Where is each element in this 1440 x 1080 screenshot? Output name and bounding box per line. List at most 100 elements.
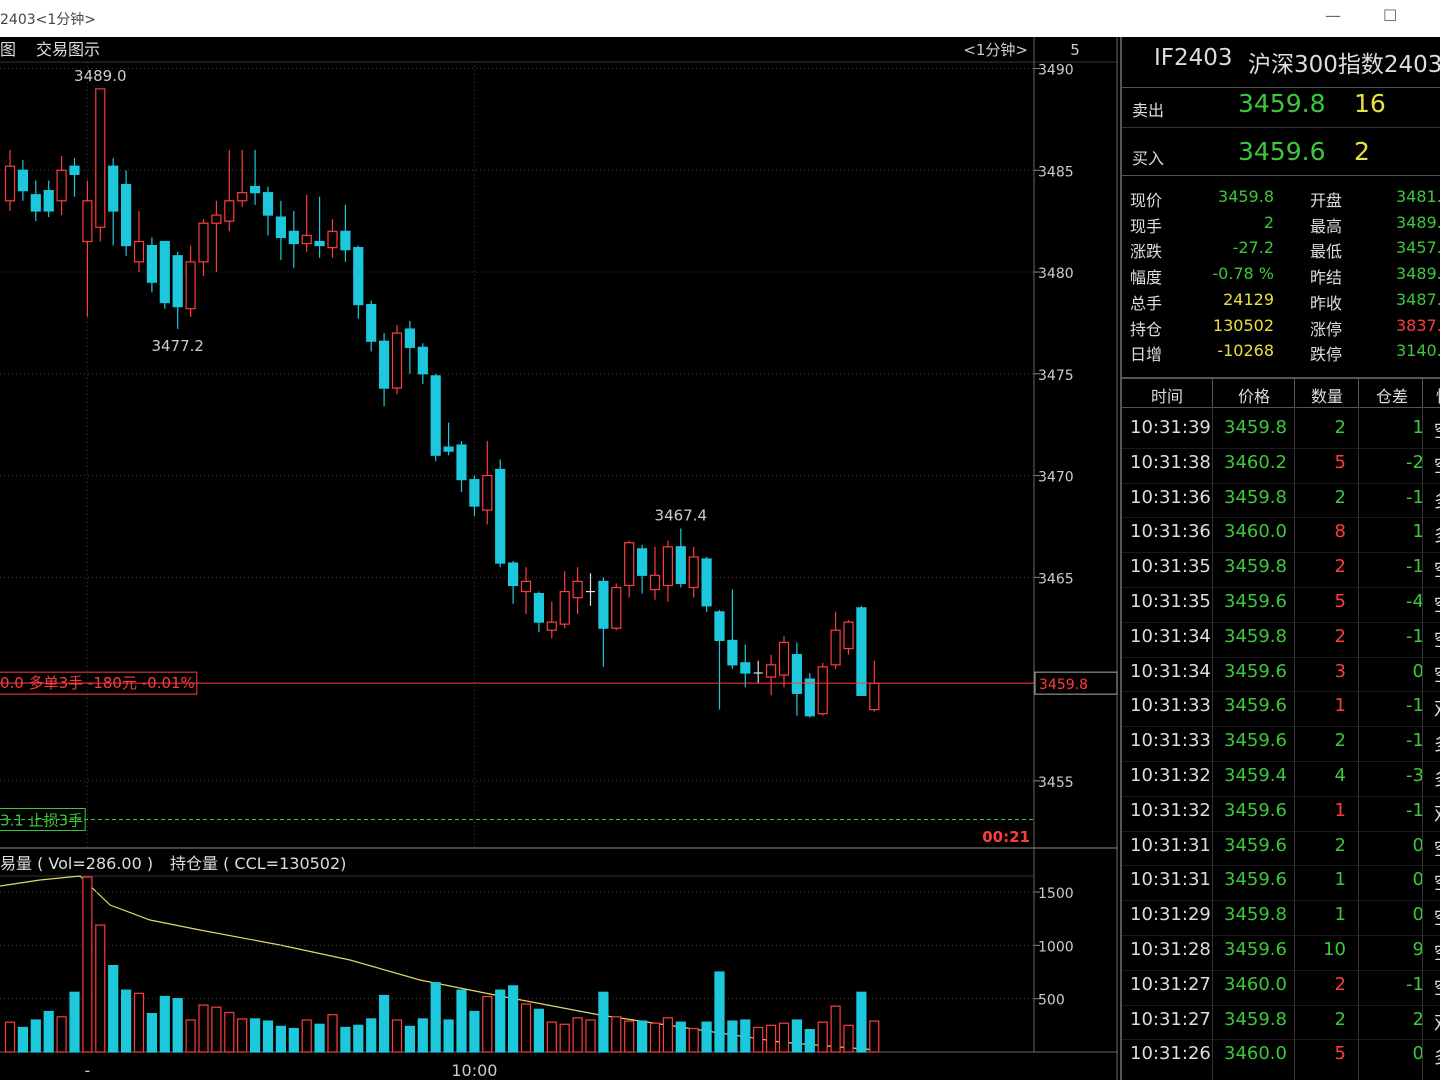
- maximize-button[interactable]: ☐: [1383, 6, 1398, 25]
- trade-kind: 空: [1434, 835, 1440, 861]
- trade-oi-change: -2: [1406, 451, 1424, 473]
- candle-body: [120, 183, 132, 247]
- stat-value: 3489.: [1396, 264, 1440, 284]
- toolbar-tab[interactable]: 交易图示: [36, 40, 100, 59]
- stat-value: -10268: [1217, 341, 1274, 361]
- volume-bar: [224, 1011, 235, 1053]
- volume-bar: [727, 1020, 738, 1053]
- volume-bar: [237, 1018, 248, 1053]
- volume-bar: [211, 1006, 222, 1053]
- trade-kind: 空: [1434, 626, 1440, 652]
- column-divider: [1294, 407, 1295, 1080]
- volume-bar: [533, 1008, 545, 1053]
- volume-bar: [430, 982, 441, 1053]
- trade-oi-change: -1: [1406, 625, 1424, 647]
- trade-oi-change: 2: [1412, 1008, 1424, 1030]
- candle-body: [546, 621, 557, 631]
- trade-kind: 多: [1434, 487, 1440, 513]
- stat-value: 130502: [1212, 315, 1274, 335]
- volume-bar: [159, 995, 170, 1053]
- volume-bar: [43, 1010, 54, 1053]
- trade-oi-change: -1: [1406, 486, 1424, 508]
- trade-price: 3459.6: [1224, 695, 1287, 717]
- volume-bar: [262, 1020, 274, 1053]
- volume-bar: [572, 1017, 583, 1053]
- candle-body: [636, 548, 648, 576]
- volume-bar: [30, 1019, 41, 1053]
- rule: [1122, 407, 1440, 408]
- trade-volume: 2: [1334, 486, 1346, 508]
- extreme-label: 3467.4: [655, 506, 708, 524]
- trade-volume: 2: [1334, 625, 1346, 647]
- volume-bar: [662, 1017, 674, 1053]
- row-divider: [1122, 552, 1440, 554]
- stat-label: 总手: [1130, 293, 1163, 313]
- column-divider: [1212, 407, 1213, 1080]
- volume-bar: [817, 1021, 828, 1053]
- row-divider: [1122, 865, 1440, 867]
- position-label-box: [0, 671, 198, 695]
- period-label[interactable]: <1分钟>: [963, 41, 1028, 59]
- trade-oi-change: 0: [1412, 834, 1424, 856]
- volume-bar: [4, 1021, 16, 1053]
- candle-body: [275, 216, 286, 239]
- toolbar-left: 图: [0, 40, 16, 59]
- volume-bar: [340, 1026, 351, 1053]
- trade-time: 10:31:27: [1130, 1008, 1211, 1030]
- y-tick-label: 1000: [1038, 939, 1074, 955]
- trade-oi-change: 0: [1412, 660, 1424, 682]
- minimize-button[interactable]: —: [1325, 6, 1341, 25]
- candle-body: [714, 611, 725, 642]
- trade-volume: 3: [1334, 660, 1346, 682]
- extreme-label: 3489.0: [74, 67, 127, 85]
- trade-time: 10:31:31: [1130, 869, 1211, 891]
- candle-body: [353, 247, 364, 306]
- stop-label: 3.1 止损3手: [0, 812, 83, 830]
- stat-value: 24129: [1223, 289, 1274, 309]
- trade-oi-change: -1: [1406, 556, 1424, 578]
- volume-bar: [636, 1020, 648, 1053]
- volume-bar: [108, 964, 119, 1053]
- trade-price: 3460.0: [1224, 973, 1287, 995]
- column-divider: [1358, 407, 1359, 1080]
- volume-bar: [17, 1026, 28, 1053]
- trade-kind: 空: [1434, 904, 1440, 930]
- candle-body: [701, 558, 712, 607]
- trade-oi-change: -1: [1406, 973, 1424, 995]
- column-divider: [1422, 407, 1423, 1080]
- row-divider: [1122, 1039, 1440, 1041]
- trade-price: 3459.8: [1224, 904, 1287, 926]
- volume-bar: [288, 1027, 299, 1053]
- volume-bar: [778, 1022, 790, 1053]
- candle-body: [611, 586, 622, 629]
- candle-body: [495, 468, 506, 564]
- candle-body: [443, 446, 454, 452]
- volume-bar: [508, 985, 519, 1053]
- stat-value: -27.2: [1232, 238, 1274, 258]
- candle-body: [391, 332, 403, 389]
- y-tick-label: 3455: [1038, 775, 1074, 791]
- trade-price: 3459.6: [1224, 730, 1287, 752]
- position-label: 0.0 多单3手 -180元 -0.01%: [0, 674, 195, 692]
- volume-bar: [598, 991, 609, 1053]
- volume-bar: [624, 1020, 635, 1053]
- column-header: 时间: [1150, 387, 1183, 406]
- buy-volume: 2: [1354, 137, 1370, 166]
- countdown: 00:21: [982, 828, 1030, 846]
- volume-bar: [353, 1024, 364, 1053]
- sell-volume: 16: [1354, 89, 1386, 118]
- stat-label: 现价: [1130, 191, 1163, 210]
- volume-bar: [869, 1020, 880, 1053]
- trade-time: 10:31:39: [1130, 417, 1211, 438]
- candle-body: [856, 607, 867, 696]
- volume-bar: [714, 971, 725, 1053]
- volume-title: 易量 ( Vol=286.00 ): [0, 854, 153, 873]
- y-tick-label: 3470: [1038, 470, 1074, 486]
- candle-body: [830, 629, 841, 666]
- volume-bar: [95, 924, 106, 1053]
- stat-value: -0.78 %: [1212, 264, 1274, 284]
- candle-body: [675, 546, 686, 585]
- candle-body: [843, 621, 854, 650]
- trade-price: 3460.2: [1224, 451, 1287, 473]
- candle-body: [804, 678, 815, 717]
